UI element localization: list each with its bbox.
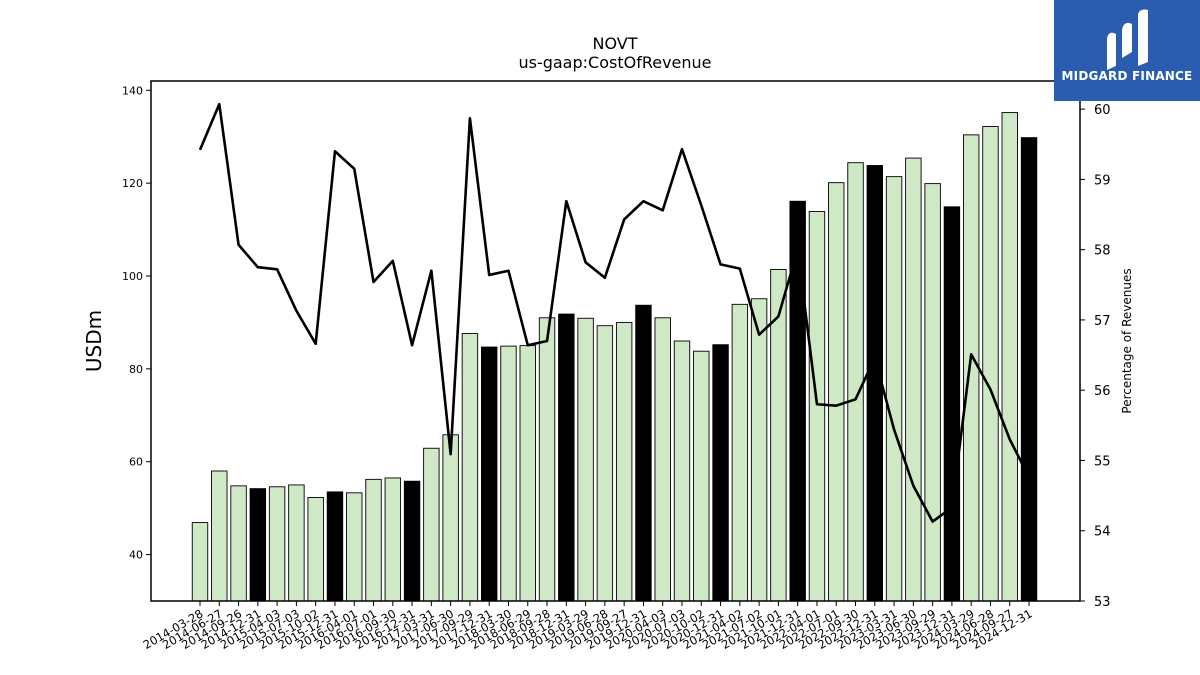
y-tick-label: 40 (129, 549, 143, 562)
y2-tick-label: 59 (1094, 173, 1111, 188)
logo-text: MIDGARD FINANCE (1061, 69, 1193, 83)
y-tick-label: 100 (122, 270, 143, 283)
bar (558, 313, 575, 602)
brand-logo: MIDGARD FINANCE (1054, 0, 1200, 101)
bar (288, 484, 305, 602)
y2-tick-label: 56 (1094, 384, 1111, 399)
bar (249, 488, 267, 602)
bar (346, 492, 363, 602)
chart-title: NOVT (593, 34, 638, 53)
y2-tick-label: 53 (1094, 595, 1111, 610)
bar (885, 176, 903, 602)
bar (712, 344, 729, 602)
y2-tick-label: 55 (1094, 454, 1111, 469)
y2-axis-label: Percentage of Revenues (1120, 268, 1134, 413)
bar (905, 157, 922, 602)
bar (615, 321, 633, 602)
bar (326, 491, 344, 602)
bar (789, 200, 806, 602)
bar (750, 298, 768, 602)
chart-subtitle: us-gaap:CostOfRevenue (518, 53, 711, 72)
bar (481, 346, 498, 602)
bar (538, 317, 556, 602)
bar (211, 470, 228, 602)
bar-series (191, 112, 1038, 602)
y2-tick-label: 57 (1094, 314, 1111, 329)
bar (1001, 112, 1018, 602)
bar (577, 317, 594, 602)
y2-tick-label: 60 (1094, 103, 1111, 118)
bar (673, 340, 691, 602)
bar (635, 304, 652, 602)
y-tick-label: 60 (129, 456, 143, 469)
y-tick-label: 120 (122, 177, 143, 190)
axes: 40608010012014053545556575859602014-03-2… (122, 80, 1111, 652)
bar (442, 434, 459, 602)
bar (693, 350, 710, 602)
bar (268, 486, 286, 602)
bar (384, 477, 401, 602)
bar (191, 522, 209, 602)
y-axis-label: USDm (82, 310, 106, 372)
line-series (198, 102, 1031, 523)
bar (808, 211, 826, 602)
bar (866, 165, 883, 602)
bar (461, 333, 479, 602)
plot-frame (150, 80, 1081, 602)
bar (943, 206, 961, 602)
bar (500, 345, 517, 602)
bar (770, 269, 787, 602)
percentage-line (198, 102, 1031, 523)
midgard-logo-icon (1107, 9, 1148, 70)
y-tick-label: 140 (122, 84, 143, 97)
y-tick-label: 80 (129, 363, 143, 376)
bar (654, 317, 671, 602)
bar (963, 134, 980, 602)
bar (403, 480, 421, 602)
bar (307, 497, 324, 602)
bar (847, 162, 864, 602)
bar (731, 303, 749, 602)
bar (982, 126, 999, 602)
bar (828, 182, 845, 602)
bar (1020, 137, 1038, 602)
y2-tick-label: 54 (1094, 525, 1111, 540)
bar (230, 485, 247, 602)
bar (924, 183, 941, 602)
bar (365, 478, 382, 602)
y2-tick-label: 58 (1094, 244, 1111, 259)
bar (519, 345, 536, 602)
bar (423, 447, 440, 602)
bar (596, 325, 614, 602)
